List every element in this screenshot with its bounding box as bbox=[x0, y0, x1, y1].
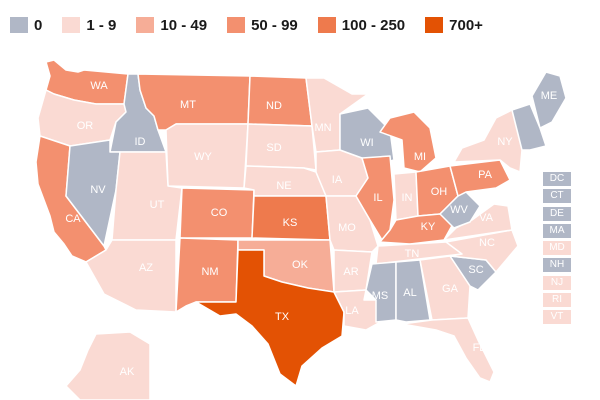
state-label-ms: MS bbox=[372, 290, 389, 302]
state-label-mt: MT bbox=[180, 99, 196, 111]
state-label-az: AZ bbox=[139, 262, 153, 274]
state-label-il: IL bbox=[373, 192, 382, 204]
state-ut bbox=[111, 151, 183, 241]
state-ga bbox=[419, 255, 471, 321]
state-label-ne: NE bbox=[276, 180, 291, 192]
small-state-de: DE bbox=[543, 206, 571, 221]
state-label-mi: MI bbox=[414, 151, 426, 163]
state-al bbox=[395, 259, 431, 323]
state-tx bbox=[195, 249, 345, 387]
legend-label-10-49: 10 - 49 bbox=[160, 16, 208, 34]
legend-item-50-99: 50 - 99 bbox=[227, 17, 298, 34]
state-label-sc: SC bbox=[468, 264, 483, 276]
legend-swatch-700-plus bbox=[425, 17, 444, 33]
small-states-key: DC CT DE MA MD NH NJ RI VT bbox=[543, 172, 571, 328]
state-label-ga: GA bbox=[442, 283, 459, 295]
state-label-pa: PA bbox=[478, 169, 493, 181]
small-state-nh: NH bbox=[543, 258, 571, 273]
state-label-ut: UT bbox=[150, 199, 165, 211]
small-state-dc: DC bbox=[543, 172, 571, 186]
state-label-va: VA bbox=[479, 212, 494, 224]
state-label-id: ID bbox=[135, 136, 146, 148]
legend-label-100-250: 100 - 250 bbox=[341, 16, 406, 34]
state-label-ia: IA bbox=[332, 174, 343, 186]
state-label-in: IN bbox=[402, 192, 413, 204]
state-label-la: LA bbox=[345, 305, 359, 317]
state-nc bbox=[445, 229, 519, 273]
small-state-vt: VT bbox=[543, 310, 571, 325]
state-label-wv: WV bbox=[450, 204, 468, 216]
state-label-ks: KS bbox=[283, 217, 298, 229]
legend-swatch-1-9 bbox=[62, 17, 81, 33]
state-label-mn: MN bbox=[314, 122, 331, 134]
legend-swatch-10-49 bbox=[136, 17, 155, 33]
state-label-ar: AR bbox=[343, 266, 358, 278]
small-state-ri: RI bbox=[543, 293, 571, 308]
legend-label-50-99: 50 - 99 bbox=[251, 16, 298, 34]
legend-label-1-9: 1 - 9 bbox=[86, 16, 117, 34]
small-state-ct: CT bbox=[543, 189, 571, 204]
state-label-or: OR bbox=[77, 120, 94, 132]
state-label-fl: FL bbox=[473, 342, 486, 354]
state-label-wy: WY bbox=[194, 151, 212, 163]
legend-swatch-50-99 bbox=[227, 17, 246, 33]
legend-label-700-plus: 700+ bbox=[449, 16, 483, 34]
state-label-mo: MO bbox=[338, 222, 356, 234]
state-label-nc: NC bbox=[479, 237, 495, 249]
state-label-nd: ND bbox=[266, 100, 282, 112]
state-ak bbox=[65, 331, 151, 400]
state-label-nv: NV bbox=[90, 184, 106, 196]
state-sd bbox=[245, 123, 317, 171]
state-label-ak: AK bbox=[120, 366, 135, 378]
state-az bbox=[85, 239, 177, 313]
state-label-wa: WA bbox=[90, 80, 108, 92]
state-label-tx: TX bbox=[275, 311, 290, 323]
state-label-al: AL bbox=[403, 287, 416, 299]
state-label-ca: CA bbox=[65, 213, 81, 225]
state-label-ok: OK bbox=[292, 259, 309, 271]
state-label-wi: WI bbox=[360, 137, 373, 149]
legend-item-100-250: 100 - 250 bbox=[317, 16, 406, 34]
legend-label-0: 0 bbox=[34, 16, 43, 34]
small-state-ma: MA bbox=[543, 223, 571, 238]
state-fl bbox=[401, 317, 495, 383]
state-label-tn: TN bbox=[405, 248, 420, 260]
state-label-nm: NM bbox=[201, 266, 218, 278]
state-label-co: CO bbox=[211, 207, 228, 219]
map-legend: 0 1 - 9 10 - 49 50 - 99 100 - 250 700+ bbox=[10, 13, 483, 37]
state-label-me: ME bbox=[541, 90, 558, 102]
small-state-nj: NJ bbox=[543, 275, 571, 290]
state-label-oh: OH bbox=[431, 186, 448, 198]
legend-item-0: 0 bbox=[10, 17, 42, 34]
legend-item-700-plus: 700+ bbox=[425, 17, 483, 34]
legend-swatch-0 bbox=[10, 17, 28, 33]
legend-swatch-100-250 bbox=[317, 17, 336, 33]
state-label-ky: KY bbox=[421, 221, 436, 233]
state-label-sd: SD bbox=[266, 142, 281, 154]
state-label-ny: NY bbox=[497, 136, 513, 148]
small-state-md: MD bbox=[543, 241, 571, 256]
state-new-england bbox=[511, 103, 547, 151]
legend-item-1-9: 1 - 9 bbox=[62, 17, 116, 34]
legend-item-10-49: 10 - 49 bbox=[136, 17, 207, 34]
